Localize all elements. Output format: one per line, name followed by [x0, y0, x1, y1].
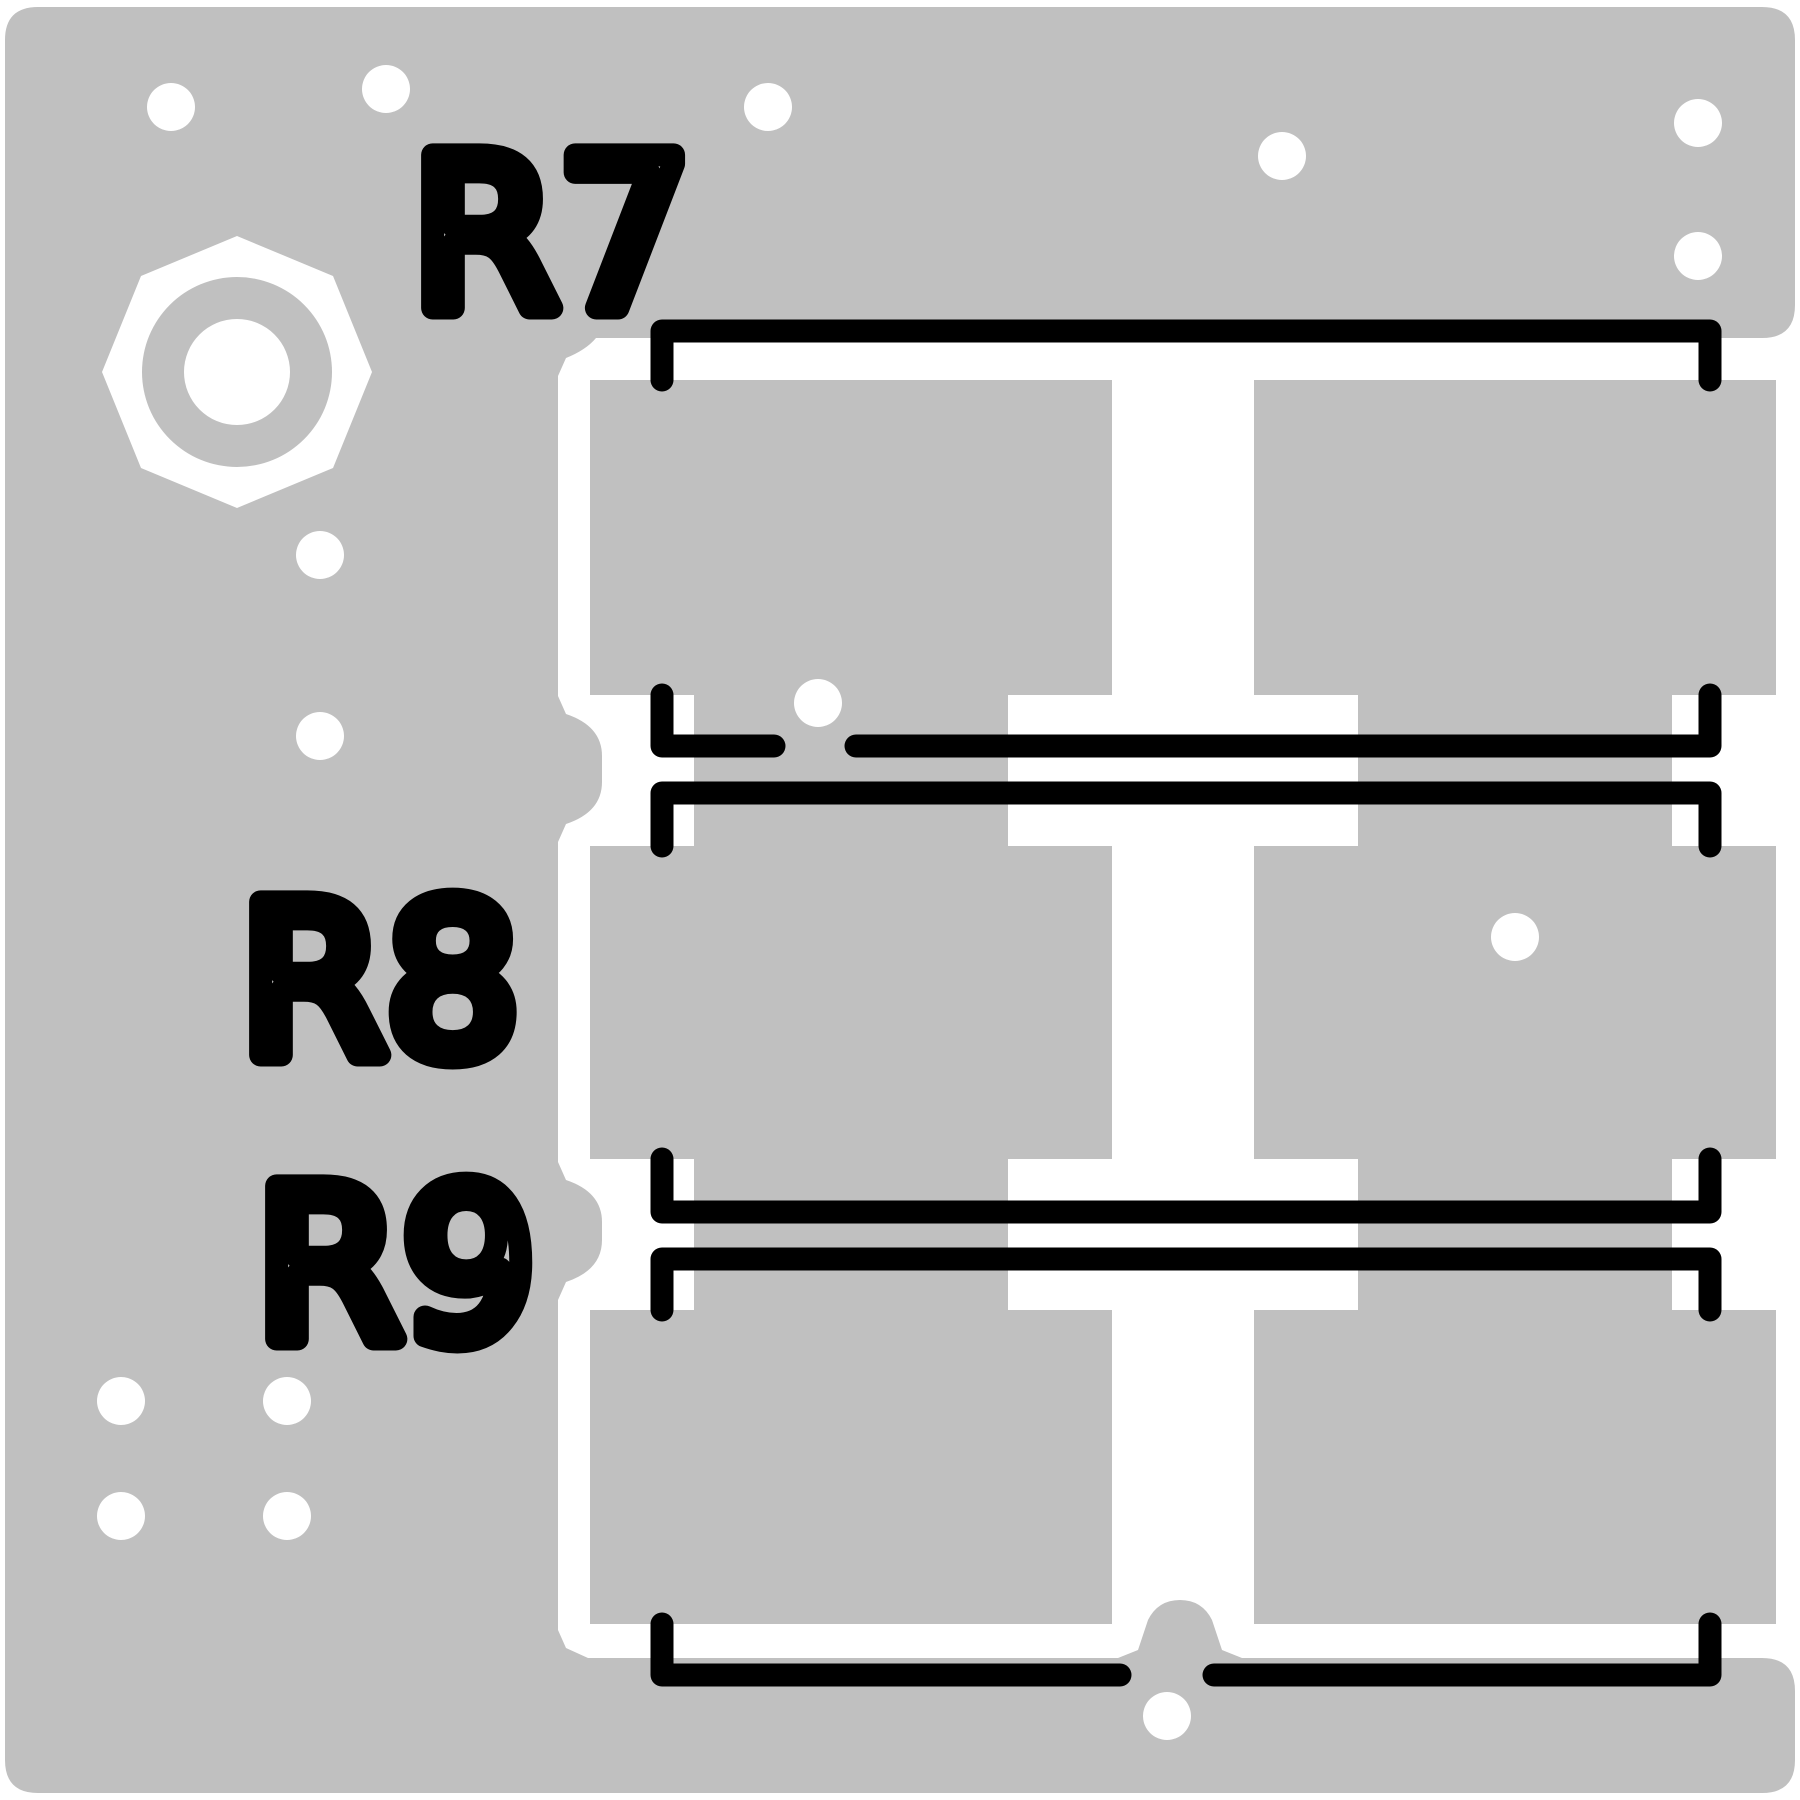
r9-outline: [650, 1247, 1722, 1687]
r7-pads: [590, 380, 1776, 695]
via: [1143, 1692, 1191, 1740]
r8-designator: R8: [240, 860, 520, 1105]
link-left-r7-r8: [694, 695, 1008, 846]
via: [1258, 132, 1306, 180]
r8-pad-right: [1254, 846, 1776, 1159]
mounting-hole: [102, 236, 372, 508]
r7-pad-left: [590, 380, 1112, 695]
via: [794, 679, 842, 727]
via: [97, 1492, 145, 1540]
link-right-r8-r9: [1358, 1159, 1672, 1310]
via: [296, 712, 344, 760]
r7-outline: [650, 319, 1722, 758]
r9-pad-left: [590, 1310, 1112, 1624]
r8-pads: [590, 846, 1776, 1159]
copper-pour: [5, 7, 1795, 1793]
silkscreen-labels: R7 R8 R9: [229, 102, 704, 1401]
r7-designator: R7: [412, 113, 692, 358]
via: [296, 531, 344, 579]
via: [1491, 913, 1539, 961]
r9-designator: R9: [256, 1144, 536, 1389]
vias: [97, 65, 1722, 1740]
via: [97, 1377, 145, 1425]
via: [362, 65, 410, 113]
via: [263, 1377, 311, 1425]
r7-pad-right: [1254, 380, 1776, 695]
via: [263, 1492, 311, 1540]
r9-pads: [590, 1310, 1776, 1624]
r8-outline: [650, 781, 1722, 1224]
via: [744, 83, 792, 131]
copper-links: [694, 695, 1672, 1310]
via: [147, 83, 195, 131]
link-right-r7-r8: [1358, 695, 1672, 846]
via: [1674, 99, 1722, 147]
r8-pad-left: [590, 846, 1112, 1159]
via: [1674, 232, 1722, 280]
link-left-r8-r9: [694, 1159, 1008, 1310]
r9-pad-right: [1254, 1310, 1776, 1624]
mounting-hole-drill: [184, 319, 290, 425]
silkscreen-outlines: [650, 319, 1722, 1687]
